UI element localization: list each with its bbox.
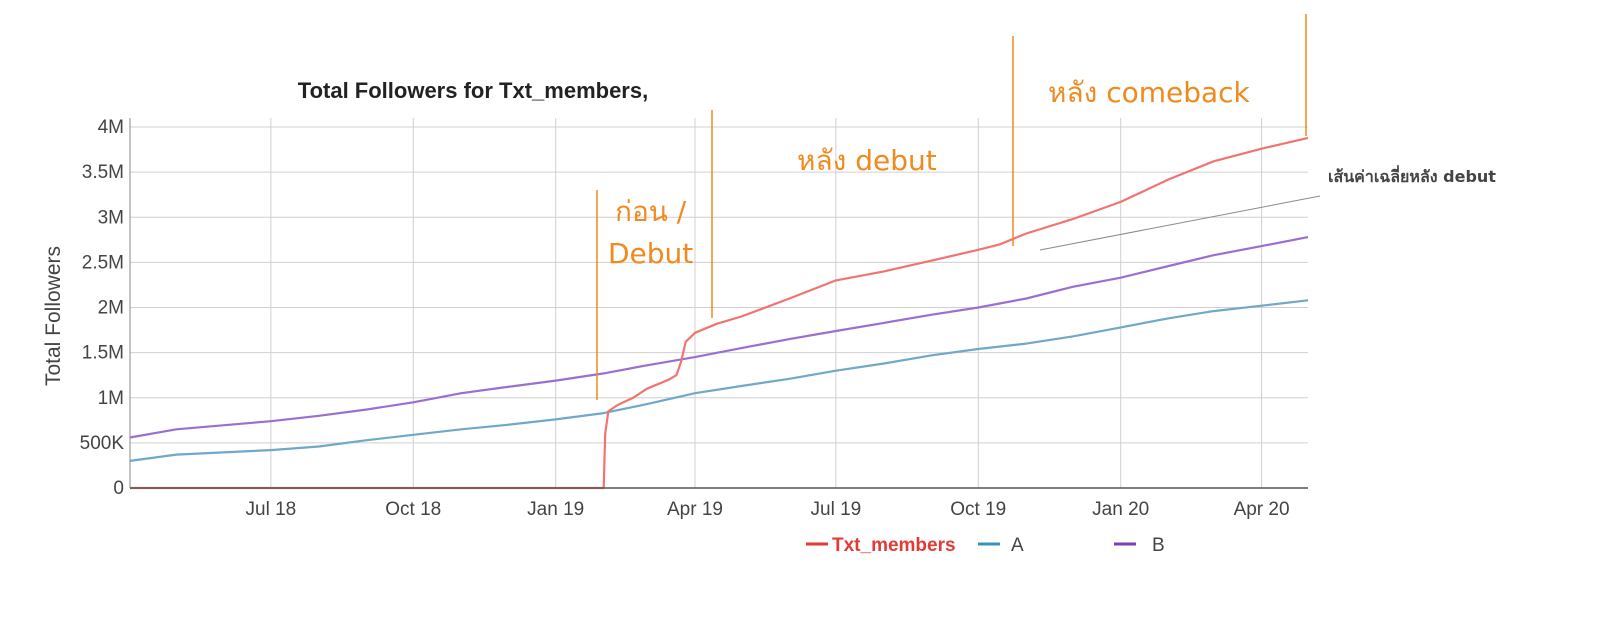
average-trend-line [1039, 195, 1321, 251]
series-line-a [129, 299, 1309, 462]
annotation-markers [596, 14, 1307, 400]
series-line-b [129, 236, 1309, 439]
y-tick-label: 500K [80, 433, 125, 454]
x-tick-label: Jul 19 [811, 499, 862, 520]
y-tick-label: 2M [98, 298, 124, 319]
legend: Txt_members A B [806, 535, 1165, 556]
x-tick-label: Jan 20 [1092, 499, 1149, 520]
y-tick-label: 2.5M [82, 252, 124, 273]
chart-title: Total Followers for Txt_members, [298, 78, 648, 103]
legend-label-b: B [1152, 535, 1165, 556]
annotation-after-comeback: หลัง comeback [1048, 76, 1251, 109]
legend-label-txt-members: Txt_members [832, 535, 956, 556]
annotation-average-line: เส้นค่าเฉลี่ยหลัง debut [1328, 165, 1496, 186]
x-tick-label: Apr 20 [1234, 499, 1290, 520]
x-tick-label: Jul 18 [246, 499, 297, 520]
annotation-before-debut-line1: ก่อน / [615, 195, 687, 228]
x-tick-label: Jan 19 [527, 499, 584, 520]
y-axis-label: Total Followers [42, 246, 65, 386]
x-tick-label: Oct 18 [385, 499, 441, 520]
y-tick-label: 0 [113, 478, 124, 499]
legend-label-a: A [1011, 535, 1024, 556]
series-line-txt-members [130, 136, 1309, 490]
x-tick-label: Apr 19 [667, 499, 723, 520]
series-lines [129, 136, 1309, 490]
annotation-after-debut: หลัง debut [797, 144, 937, 177]
y-tick-label: 1.5M [82, 343, 124, 364]
y-tick-labels: 0 500K 1M 1.5M 2M 2.5M 3M 3.5M 4M [80, 117, 125, 499]
y-tick-label: 3M [98, 207, 124, 228]
y-tick-label: 4M [98, 117, 124, 138]
y-tick-label: 3.5M [82, 162, 124, 183]
x-tick-label: Oct 19 [950, 499, 1006, 520]
grid [130, 118, 1308, 489]
annotation-before-debut-line2: Debut [608, 237, 693, 270]
y-tick-label: 1M [98, 388, 124, 409]
x-tick-labels: Jul 18 Oct 18 Jan 19 Apr 19 Jul 19 Oct 19 Jan … [246, 499, 1290, 520]
